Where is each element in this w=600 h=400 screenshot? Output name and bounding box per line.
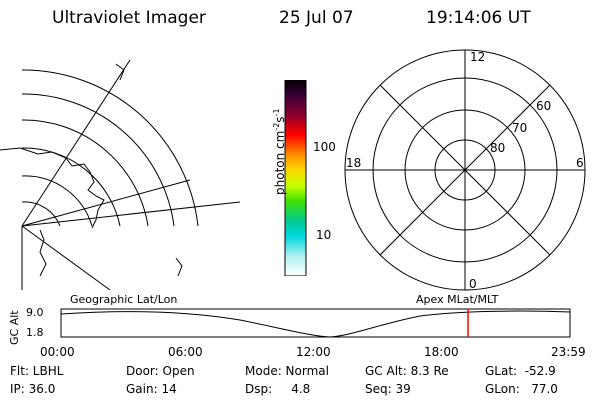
coastline xyxy=(39,229,47,277)
longitude-line xyxy=(21,201,240,227)
status-dsp: Dsp: 4.8 xyxy=(245,382,311,396)
status-gain: Gain: 14 xyxy=(126,382,177,396)
timeline-xtick-2359: 23:59 xyxy=(551,345,586,359)
latitude-arc xyxy=(21,147,121,227)
latitude-arc xyxy=(21,93,175,227)
mlt-label-0: 0 xyxy=(469,277,477,291)
mlt-diagonal xyxy=(379,84,551,256)
timeline-xtick-1800: 18:00 xyxy=(424,345,459,359)
colorbar-tick-10: 10 xyxy=(316,228,332,242)
colorbar-tick-100: 100 xyxy=(313,140,336,154)
status-filter: Flt: LBHL xyxy=(10,364,64,378)
status-seq: Seq: 39 xyxy=(365,382,411,396)
timeline-xtick-0000: 00:00 xyxy=(40,345,75,359)
timeline-right-label: Apex MLat/MLT xyxy=(416,293,499,306)
altitude-curve xyxy=(60,310,571,338)
status-ip: IP: 36.0 xyxy=(10,382,56,396)
timeline-ytick-bottom: 1.8 xyxy=(26,326,44,339)
instrument-title: Ultraviolet Imager xyxy=(52,8,206,28)
geographic-map xyxy=(0,59,240,290)
coastline xyxy=(0,147,105,229)
color-bar xyxy=(284,80,307,276)
status-glon: GLon: 77.0 xyxy=(485,382,558,396)
mlt-label-12: 12 xyxy=(470,50,485,64)
latitude-arc xyxy=(21,175,93,227)
mlt-label-18: 18 xyxy=(346,156,361,170)
timeline-xtick-0600: 06:00 xyxy=(168,345,203,359)
timeline-ylabel: GC Alt xyxy=(8,310,21,345)
lat-label-70: 70 xyxy=(512,121,527,135)
lat-label-80: 80 xyxy=(490,141,505,155)
status-glat: GLat: -52.9 xyxy=(485,364,556,378)
lat-label-60: 60 xyxy=(536,99,551,113)
colorbar-unit-label: photon cm-2s-1 xyxy=(272,108,287,195)
observation-date: 25 Jul 07 xyxy=(279,8,354,28)
longitude-line xyxy=(21,179,191,227)
coastline xyxy=(175,257,183,277)
coastline xyxy=(115,63,125,81)
longitude-line xyxy=(21,225,111,290)
timeline-ytick-top: 9.0 xyxy=(26,306,44,319)
longitude-line xyxy=(21,59,131,227)
status-gc-alt: GC Alt: 8.3 Re xyxy=(365,364,449,378)
status-door: Door: Open xyxy=(126,364,195,378)
status-mode: Mode: Normal xyxy=(245,364,329,378)
timeline-xtick-1200: 12:00 xyxy=(296,345,331,359)
latitude-arc xyxy=(21,69,199,227)
mlt-label-6: 6 xyxy=(576,156,584,170)
polar-mlt-plot: 12 18 6 0 60 70 80 xyxy=(344,49,586,291)
altitude-timeline[interactable] xyxy=(60,308,572,340)
timeline-left-label: Geographic Lat/Lon xyxy=(70,293,178,306)
observation-time: 19:14:06 UT xyxy=(426,8,531,28)
latitude-arc xyxy=(21,119,149,227)
